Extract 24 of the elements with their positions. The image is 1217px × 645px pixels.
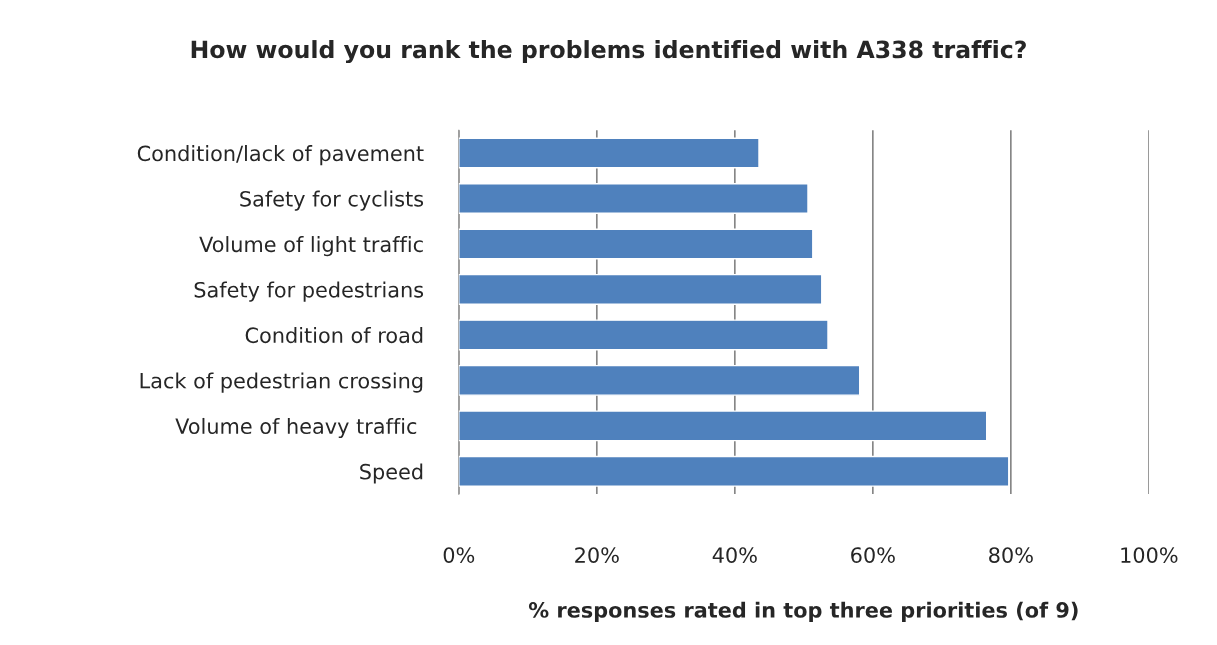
y-tick-label: Speed: [360, 463, 423, 484]
bar: [458, 364, 861, 396]
x-tick-label: 60%: [851, 547, 895, 563]
y-tick-label: Condition/lack of pavement: [137, 145, 424, 166]
y-tick-label: Safety for pedestrians: [194, 281, 424, 302]
x-tick-label: 80%: [989, 547, 1033, 563]
bar: [458, 183, 809, 214]
bar: [458, 228, 814, 260]
x-tick-label: 40%: [712, 547, 757, 563]
bar: [458, 319, 829, 351]
x-tick-label: 100%: [1121, 547, 1178, 563]
x-axis-title: % responses rated in top three priorities (of 9): [528, 601, 1078, 622]
bar: [458, 137, 760, 169]
y-tick-label: Safety for cyclists: [240, 190, 424, 211]
y-tick-label: Volume of heavy traffic: [175, 417, 417, 439]
bar: [458, 410, 988, 442]
x-tick-label: 0%: [443, 547, 475, 563]
y-tick-label: Lack of pedestrian crossing: [140, 372, 423, 393]
bar: [458, 455, 1010, 487]
x-tick-label: 20%: [575, 547, 619, 563]
y-tick-label: Volume of light traffic: [199, 236, 423, 257]
bar: [458, 273, 823, 305]
y-tick-label: Condition of road: [245, 327, 423, 344]
chart-title: How would you rank the problems identified with A338 traffic?: [191, 40, 1026, 64]
